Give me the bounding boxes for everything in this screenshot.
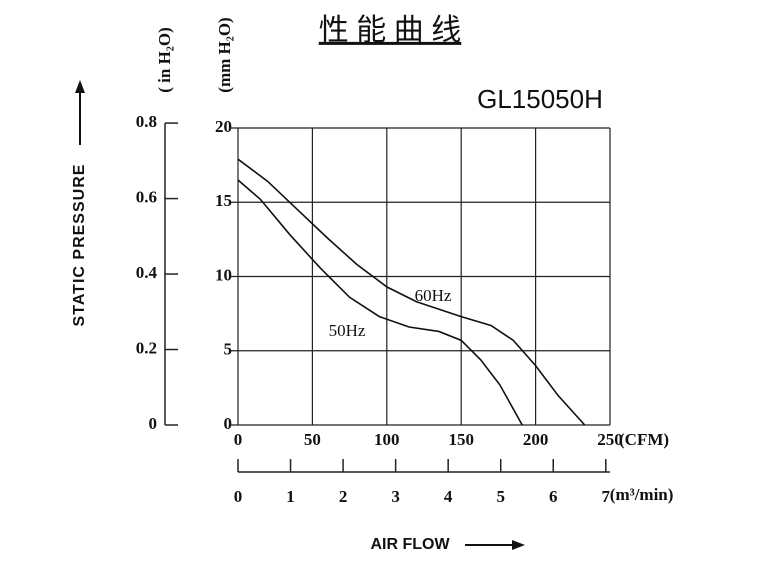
y-unit: (mm H₂O) — [215, 17, 234, 92]
y-axis-title: STATIC PRESSURE — [71, 164, 88, 327]
y2-tick-label: 0 — [149, 414, 158, 433]
x-tick-label: 150 — [448, 430, 474, 449]
x2-tick-label: 4 — [444, 487, 453, 506]
x-arrow-head — [512, 540, 525, 550]
x-tick-label: 50 — [304, 430, 321, 449]
series-label: 50Hz — [329, 321, 366, 340]
x-tick-label: 100 — [374, 430, 400, 449]
y-tick-label: 15 — [215, 191, 232, 210]
x2-tick-label: 6 — [549, 487, 558, 506]
model-label: GL15050H — [477, 84, 603, 114]
line-series — [237, 158, 586, 426]
y-tick-label: 0 — [224, 414, 233, 433]
x2-tick-label: 2 — [339, 487, 348, 506]
x2-tick-label: 1 — [286, 487, 295, 506]
y2-tick-label: 0.8 — [136, 112, 157, 131]
x2-tick-label: 3 — [391, 487, 400, 506]
x2-tick-label: 0 — [234, 487, 243, 506]
x2-unit: (m³/min) — [610, 485, 674, 504]
chart-title: 性 能 曲 线 — [319, 14, 462, 47]
y-tick-label: 5 — [224, 340, 233, 359]
x-tick-label: 200 — [523, 430, 549, 449]
y-tick-label: 20 — [215, 117, 232, 136]
y2-tick-label: 0.4 — [136, 263, 158, 282]
line-series — [237, 179, 523, 426]
y-tick-label: 10 — [215, 265, 232, 284]
x-tick-label: 0 — [234, 430, 243, 449]
y2-tick-label: 0.2 — [136, 338, 157, 357]
y-arrow-head — [75, 80, 85, 93]
series-label: 60Hz — [415, 286, 452, 305]
x2-tick-label: 5 — [496, 487, 505, 506]
y2-unit: ( in H₂O) — [155, 27, 174, 93]
x-tick-label: 250 — [597, 430, 623, 449]
x-axis-title: AIR FLOW — [370, 536, 450, 553]
y2-tick-label: 0.6 — [136, 187, 157, 206]
x2-tick-label: 7 — [602, 487, 611, 506]
x-unit: (CFM) — [619, 430, 669, 449]
